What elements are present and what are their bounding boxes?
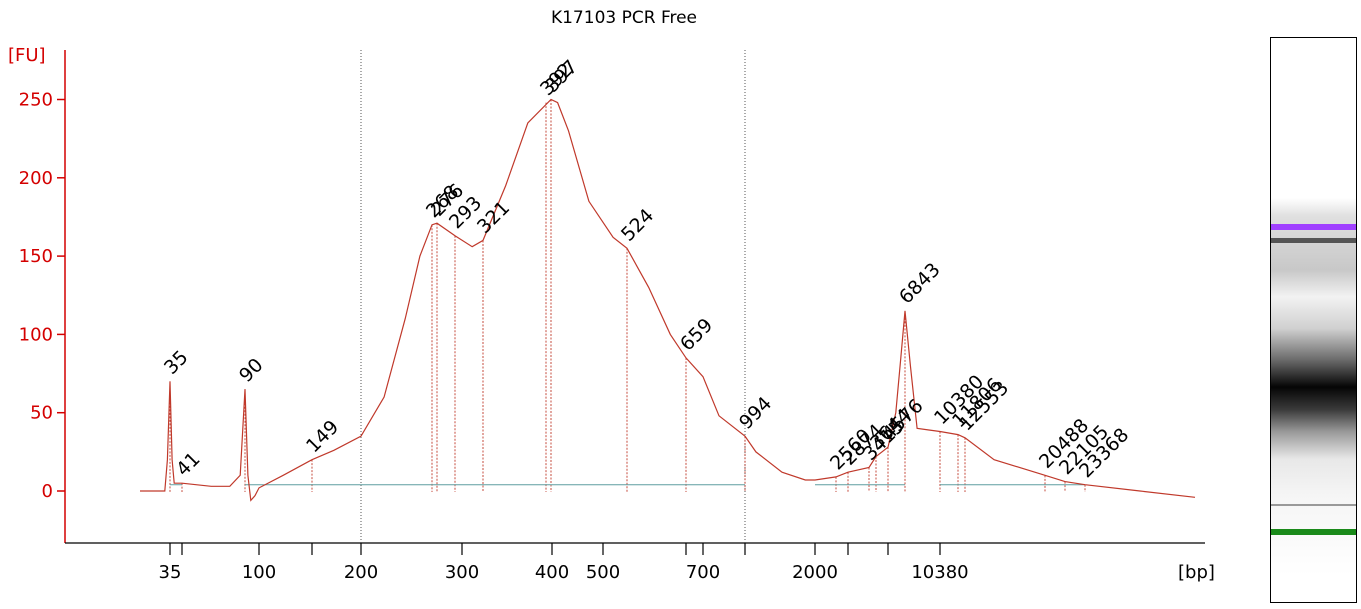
x-axis-label: [bp] [1178, 562, 1215, 583]
x-tick-label: 400 [535, 562, 569, 583]
gel-lower-marker-band [1271, 529, 1356, 535]
peak-label: 659 [676, 314, 717, 355]
x-tick-label: 300 [445, 562, 479, 583]
y-axis-label: [FU] [8, 45, 46, 66]
x-tick-label: 700 [686, 562, 720, 583]
x-tick-label: 100 [242, 562, 276, 583]
y-tick-label: 250 [19, 90, 53, 111]
peak-label: 41 [172, 448, 205, 481]
y-tick-label: 0 [42, 481, 53, 502]
x-tick-label: 200 [344, 562, 378, 583]
x-tick-label: 10380 [911, 562, 968, 583]
gel-smear [1271, 126, 1356, 576]
x-tick-label: 500 [586, 562, 620, 583]
y-tick-label: 100 [19, 324, 53, 345]
x-tick-label: 2000 [792, 562, 838, 583]
trace-series [140, 98, 1196, 502]
gel-band [1271, 238, 1356, 243]
peak-label: 90 [235, 354, 268, 387]
chart-title: K17103 PCR Free [551, 8, 697, 28]
peak-label: 994 [735, 393, 776, 434]
peak-label: 6843 [895, 259, 945, 309]
gel-lane [1270, 37, 1357, 603]
peak-label: 35 [160, 346, 193, 379]
gel-upper-marker-band [1271, 224, 1356, 230]
gel-band [1271, 504, 1356, 506]
x-tick-label: 35 [159, 562, 182, 583]
gel-lane-image [1271, 126, 1356, 576]
peak-label: 149 [302, 416, 343, 457]
y-tick-label: 200 [19, 168, 53, 189]
y-tick-label: 50 [30, 403, 53, 424]
peak-label: 524 [617, 205, 658, 246]
y-tick-label: 150 [19, 246, 53, 267]
